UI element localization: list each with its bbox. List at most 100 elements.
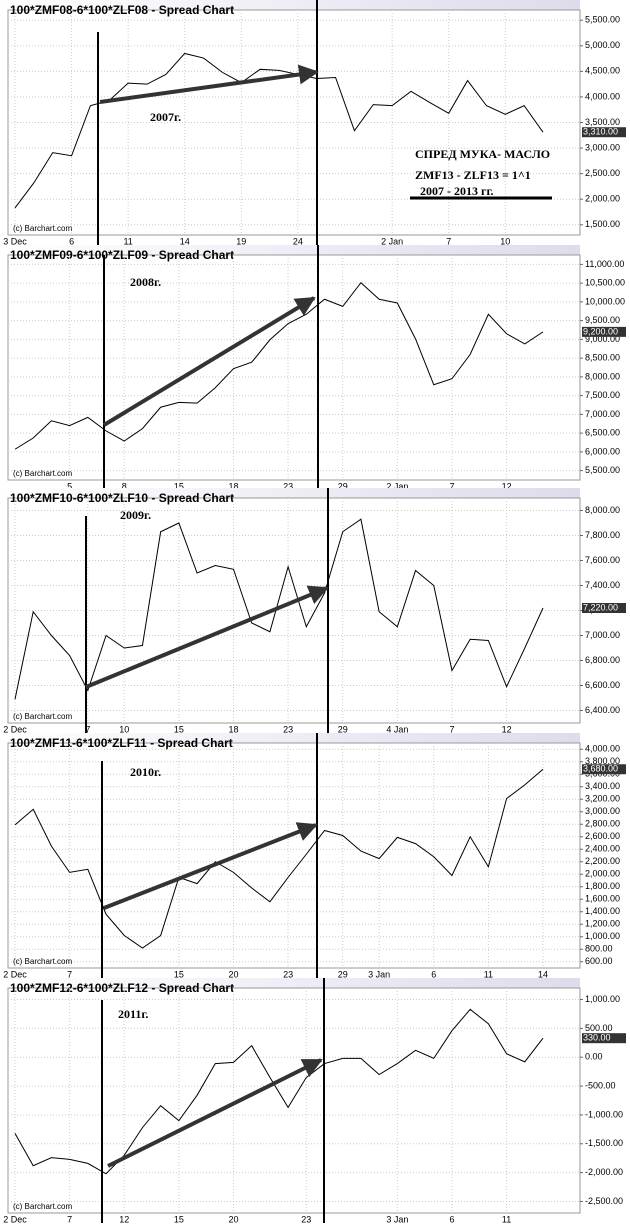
source: (c) Barchart.com <box>13 469 72 478</box>
plot-area <box>7 254 581 481</box>
annotation: 2008г. <box>130 275 161 289</box>
x-tick-label: 23 <box>283 969 293 979</box>
x-tick-label: 29 <box>338 969 348 979</box>
source: (c) Barchart.com <box>13 712 72 721</box>
last-value-box <box>582 1033 626 1044</box>
x-tick-label: 15 <box>174 481 184 491</box>
y-tick-label: 800.00 <box>585 944 613 954</box>
annotation: СПРЕД МУКА- МАСЛО <box>415 147 550 161</box>
trend-arrow <box>102 296 316 427</box>
last-value-box <box>582 127 626 138</box>
y-tick-label: 3,400.00 <box>585 781 620 791</box>
x-tick-label: 15 <box>174 969 184 979</box>
x-tick-label: 2 Dec <box>3 724 27 734</box>
chart-title: 100*ZMF10-6*100*ZLF10 - Spread Chart <box>10 491 234 505</box>
y-tick-label: 2,800.00 <box>585 819 620 829</box>
y-tick-label: 1,600.00 <box>585 894 620 904</box>
last-value-label: 3,310.00 <box>583 127 618 137</box>
trend-arrow <box>99 64 319 104</box>
x-tick-label: 3 Dec <box>3 236 27 246</box>
x-tick-label: 20 <box>228 1214 238 1224</box>
x-tick-label: 7 <box>449 724 454 734</box>
x-tick-label: 7 <box>446 236 451 246</box>
x-tick-label: 11 <box>484 969 493 979</box>
x-tick-label: 2 Dec <box>3 969 27 979</box>
y-tick-label: 4,000.00 <box>585 744 620 754</box>
x-tick-label: 24 <box>293 236 303 246</box>
x-tick-label: 3 Jan <box>386 1214 408 1224</box>
x-tick-label: 2 Dec <box>3 1214 27 1224</box>
y-tick-label: -2,000.00 <box>585 1167 623 1177</box>
x-tick-label: 20 <box>228 969 238 979</box>
y-tick-label: 1,400.00 <box>585 906 620 916</box>
y-tick-label: 7,800.00 <box>585 530 620 540</box>
x-tick-label: 2 Jan <box>386 481 408 491</box>
chart-title: 100*ZMF08-6*100*ZLF08 - Spread Chart <box>10 3 234 17</box>
y-tick-label: 2,000.00 <box>585 869 620 879</box>
x-tick-label: 11 <box>123 236 132 246</box>
last-value-label: 3,680.00 <box>583 764 618 774</box>
y-tick-label: 8,000.00 <box>585 505 620 515</box>
title-band <box>0 978 580 988</box>
last-value-label: 330.00 <box>583 1033 611 1043</box>
x-tick-label: 23 <box>283 724 293 734</box>
y-tick-label: 11,000.00 <box>585 259 624 269</box>
y-tick-label: 3,800.00 <box>585 756 620 766</box>
source: (c) Barchart.com <box>13 224 72 233</box>
y-tick-label: 7,600.00 <box>585 555 620 565</box>
y-tick-label: -2,500.00 <box>585 1196 623 1206</box>
y-tick-label: 2,500.00 <box>585 168 620 178</box>
y-tick-label: 6,400.00 <box>585 705 620 715</box>
y-tick-label: 6,500.00 <box>585 428 620 438</box>
x-tick-label: 23 <box>301 1214 311 1224</box>
y-tick-label: 2,400.00 <box>585 844 620 854</box>
series-line <box>14 518 544 700</box>
title-band <box>0 245 580 255</box>
y-tick-label: 3,000.00 <box>585 142 620 152</box>
x-tick-label: 15 <box>174 724 184 734</box>
x-tick-label: 23 <box>283 481 293 491</box>
y-tick-label: -500.00 <box>585 1080 616 1090</box>
x-tick-label: 19 <box>236 236 246 246</box>
y-tick-label: 6,800.00 <box>585 655 620 665</box>
x-tick-label: 2 Jan <box>381 236 403 246</box>
x-tick-label: 8 <box>122 481 127 491</box>
y-tick-label: 1,800.00 <box>585 881 620 891</box>
annotation: 2009г. <box>120 508 151 522</box>
y-tick-label: 6,000.00 <box>585 446 620 456</box>
y-tick-label: 8,000.00 <box>585 371 620 381</box>
x-tick-label: 11 <box>502 1214 511 1224</box>
chart-panel: 100*ZMF12-6*100*ZLF12 - Spread Chart -2,5… <box>0 978 626 1224</box>
last-value-label: 7,220.00 <box>583 602 618 612</box>
x-tick-label: 15 <box>174 1214 184 1224</box>
chart-panel: 100*ZMF10-6*100*ZLF10 - Spread Chart 6,40… <box>0 488 626 734</box>
y-tick-label: -1,500.00 <box>585 1138 623 1148</box>
x-tick-label: 29 <box>338 481 348 491</box>
annotation: 2010г. <box>130 765 161 779</box>
trend-arrow <box>85 585 329 689</box>
y-tick-label: 7,000.00 <box>585 409 620 419</box>
y-tick-label: 5,000.00 <box>585 40 620 50</box>
x-tick-label: 4 Jan <box>386 724 408 734</box>
x-tick-label: 12 <box>119 1214 129 1224</box>
x-tick-label: 12 <box>502 481 512 491</box>
annotation: 2007г. <box>150 110 181 124</box>
chart-panel: 100*ZMF08-6*100*ZLF08 - Spread Chart 1,50… <box>0 0 626 246</box>
x-tick-label: 14 <box>180 236 190 246</box>
x-tick-label: 6 <box>431 969 436 979</box>
x-tick-label: 29 <box>338 724 348 734</box>
trend-arrow <box>107 1058 323 1168</box>
y-tick-label: 10,000.00 <box>585 296 625 306</box>
chart-title: 100*ZMF12-6*100*ZLF12 - Spread Chart <box>10 981 234 995</box>
y-tick-label: 4,500.00 <box>585 66 620 76</box>
x-tick-label: 7 <box>449 481 454 491</box>
y-tick-label: 7,000.00 <box>585 630 620 640</box>
y-tick-label: 3,500.00 <box>585 117 620 127</box>
y-tick-label: 2,000.00 <box>585 194 620 204</box>
y-tick-label: 1,200.00 <box>585 919 620 929</box>
chart-title: 100*ZMF09-6*100*ZLF09 - Spread Chart <box>10 248 234 262</box>
annotation: 2011г. <box>118 1007 148 1021</box>
x-tick-label: 10 <box>119 724 129 734</box>
x-tick-label: 7 <box>67 1214 72 1224</box>
